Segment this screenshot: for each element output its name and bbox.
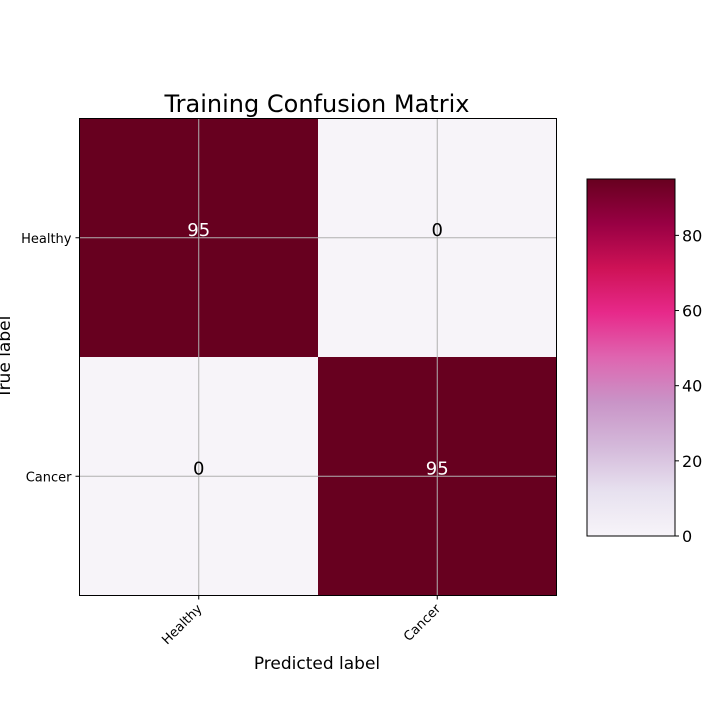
cell-value: 95 [426, 458, 449, 479]
chart-title: Training Confusion Matrix [164, 90, 470, 118]
heatmap-cells [79, 118, 557, 596]
x-axis-ticks: Healthy Cancer [159, 595, 445, 648]
cell-value: 95 [187, 220, 210, 241]
x-axis-label: Predicted label [254, 654, 380, 674]
x-tick-label: Cancer [401, 601, 444, 644]
y-tick-label: Cancer [26, 470, 72, 485]
plot-frame [79, 118, 557, 596]
y-axis-label: True label [0, 316, 15, 400]
y-axis-ticks: Healthy Cancer [21, 232, 80, 485]
y-tick-label: Healthy [21, 232, 72, 247]
cell-value-labels: 95 0 0 95 [187, 220, 448, 480]
colorbar-tick-label: 40 [682, 377, 702, 396]
colorbar [586, 178, 676, 537]
colorbar-tick-label: 20 [682, 452, 702, 471]
cell-value: 0 [193, 458, 204, 479]
colorbar-ticks: 0 20 40 60 80 [675, 226, 702, 546]
colorbar-tick-label: 80 [682, 226, 702, 245]
cell-value: 0 [432, 220, 443, 241]
grid-lines [79, 118, 557, 596]
x-tick-label: Healthy [159, 602, 205, 648]
colorbar-tick-label: 0 [682, 527, 692, 546]
colorbar-tick-label: 60 [682, 302, 702, 321]
